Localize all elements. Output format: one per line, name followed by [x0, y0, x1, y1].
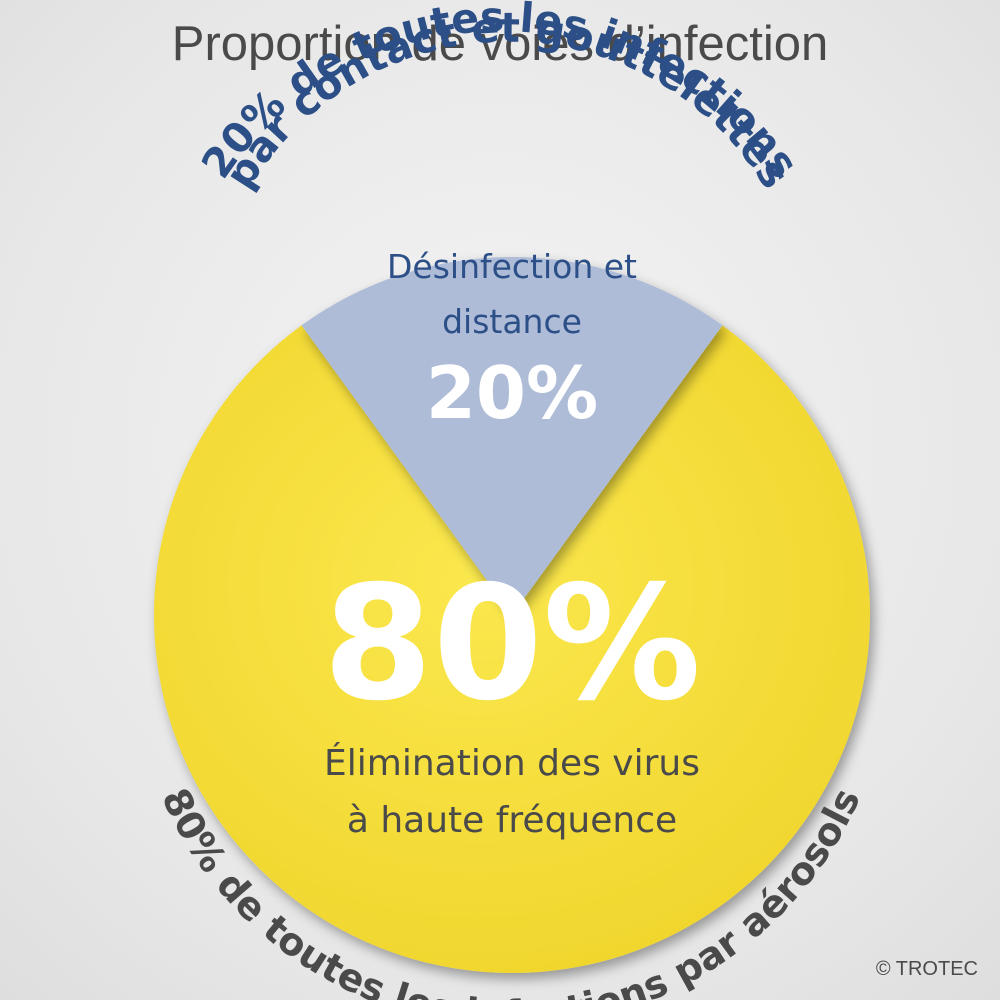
pie-slices	[154, 256, 871, 973]
slice-20-inner-line1: Désinfection et	[387, 247, 637, 286]
slice-80-inner-line1: Élimination des virus	[324, 742, 700, 784]
page-title: Proportion de voies d’infection	[172, 17, 828, 71]
copyright-label: © TROTEC	[876, 958, 978, 980]
pie-slice-80	[154, 325, 871, 973]
slice-80-percent: 80%	[323, 552, 701, 736]
slice-80-inner-line2: à haute fréquence	[347, 800, 677, 841]
slice-20-percent: 20%	[426, 351, 598, 435]
pie-slice-20	[301, 256, 723, 615]
slice-20-inner-line2: distance	[442, 302, 582, 341]
